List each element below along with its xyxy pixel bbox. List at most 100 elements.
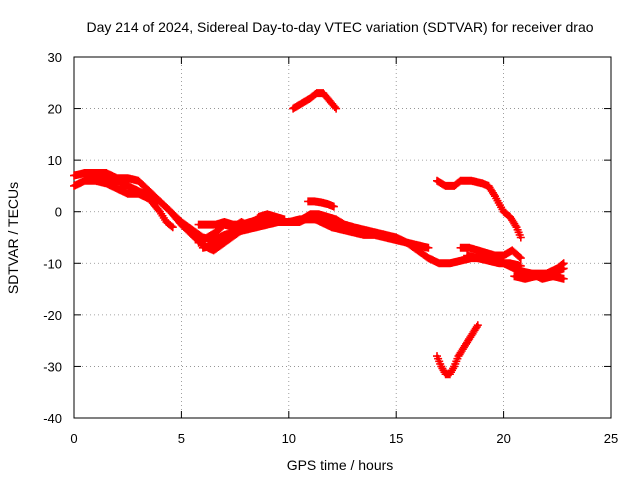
data-point: [72, 174, 76, 178]
data-point: [233, 230, 237, 234]
data-point: [476, 248, 480, 252]
series-markers: [80, 169, 433, 255]
series-markers: [304, 197, 338, 211]
data-point: [274, 218, 278, 221]
data-point: [231, 223, 235, 227]
data-point: [265, 215, 269, 219]
data-point: [551, 274, 555, 278]
data-point: [341, 228, 344, 232]
data-point: [497, 261, 501, 265]
data-point: [126, 184, 130, 188]
data-point: [291, 107, 295, 110]
series-track-14: [516, 267, 568, 283]
series-track-6: [198, 212, 272, 252]
series-track-2: [70, 176, 177, 232]
data-point: [321, 91, 325, 95]
data-point: [519, 236, 523, 239]
series-track-12: [463, 251, 525, 270]
data-point: [222, 236, 226, 239]
x-tick-label: 20: [496, 431, 510, 446]
data-point: [519, 269, 523, 273]
data-point: [459, 179, 463, 183]
data-point: [437, 261, 441, 265]
data-point: [343, 223, 347, 227]
data-point: [476, 323, 480, 327]
x-axis-label: GPS time / hours: [287, 457, 394, 473]
data-point: [373, 233, 377, 237]
data-point: [315, 91, 319, 95]
series-track-11: [456, 243, 525, 263]
data-point: [334, 107, 338, 110]
data-point: [452, 184, 456, 188]
data-point: [427, 256, 430, 260]
data-point: [72, 184, 76, 188]
data-point: [485, 251, 488, 255]
data-point: [147, 189, 151, 193]
data-point: [469, 334, 473, 337]
data-point: [306, 200, 310, 203]
data-point: [439, 365, 443, 368]
data-point: [351, 225, 355, 229]
data-point: [137, 192, 140, 196]
data-point: [493, 194, 497, 198]
data-point: [214, 223, 218, 227]
data-point: [94, 179, 97, 183]
data-point: [416, 243, 420, 247]
x-tick-label: 25: [604, 431, 618, 446]
series-markers: [433, 321, 482, 379]
data-point: [330, 225, 334, 229]
data-point: [459, 259, 463, 263]
y-tick-label: 10: [48, 153, 62, 168]
y-tick-label: -40: [43, 411, 62, 426]
data-point: [502, 254, 505, 257]
data-point: [540, 277, 544, 281]
data-point: [435, 179, 439, 183]
data-point: [300, 218, 304, 221]
data-point: [405, 241, 409, 245]
data-point: [562, 261, 566, 265]
data-point: [508, 215, 512, 219]
grid-lines: [74, 57, 611, 418]
data-point: [467, 246, 471, 250]
data-point: [190, 233, 194, 237]
series-markers: [289, 89, 341, 113]
data-point: [158, 200, 162, 203]
data-point: [508, 261, 512, 265]
data-point: [308, 212, 312, 216]
data-point: [515, 225, 518, 229]
data-point: [147, 197, 151, 201]
data-point: [332, 205, 336, 208]
axis-ticks: 0 5 10 15 20 25 30 20 10 0 -10 -20 -30 -40: [43, 50, 618, 446]
data-point: [463, 344, 467, 348]
data-point: [493, 254, 497, 257]
data-point: [465, 254, 469, 257]
y-axis-label: SDTVAR / TECUs: [5, 182, 21, 294]
data-point: [104, 181, 108, 185]
data-point: [171, 225, 175, 229]
data-point: [291, 220, 295, 224]
data-point: [502, 210, 505, 214]
series-track-10: [433, 321, 482, 379]
data-point: [300, 102, 304, 105]
data-point: [205, 223, 209, 227]
data-point: [448, 261, 452, 265]
data-point: [469, 179, 473, 183]
data-point: [480, 181, 484, 185]
data-point: [555, 267, 559, 270]
data-point: [212, 243, 216, 247]
data-point: [519, 256, 523, 260]
data-point: [222, 220, 226, 224]
data-point: [180, 223, 183, 227]
data-point: [562, 277, 566, 281]
y-tick-label: -30: [43, 359, 62, 374]
data-point: [137, 179, 140, 183]
data-point: [487, 259, 490, 263]
data-point: [212, 248, 216, 252]
data-point: [334, 218, 338, 221]
y-tick-label: 30: [48, 50, 62, 65]
data-point: [283, 220, 286, 224]
data-point: [319, 201, 323, 204]
data-point: [317, 212, 321, 216]
data-point: [83, 179, 87, 183]
data-point: [126, 192, 130, 196]
